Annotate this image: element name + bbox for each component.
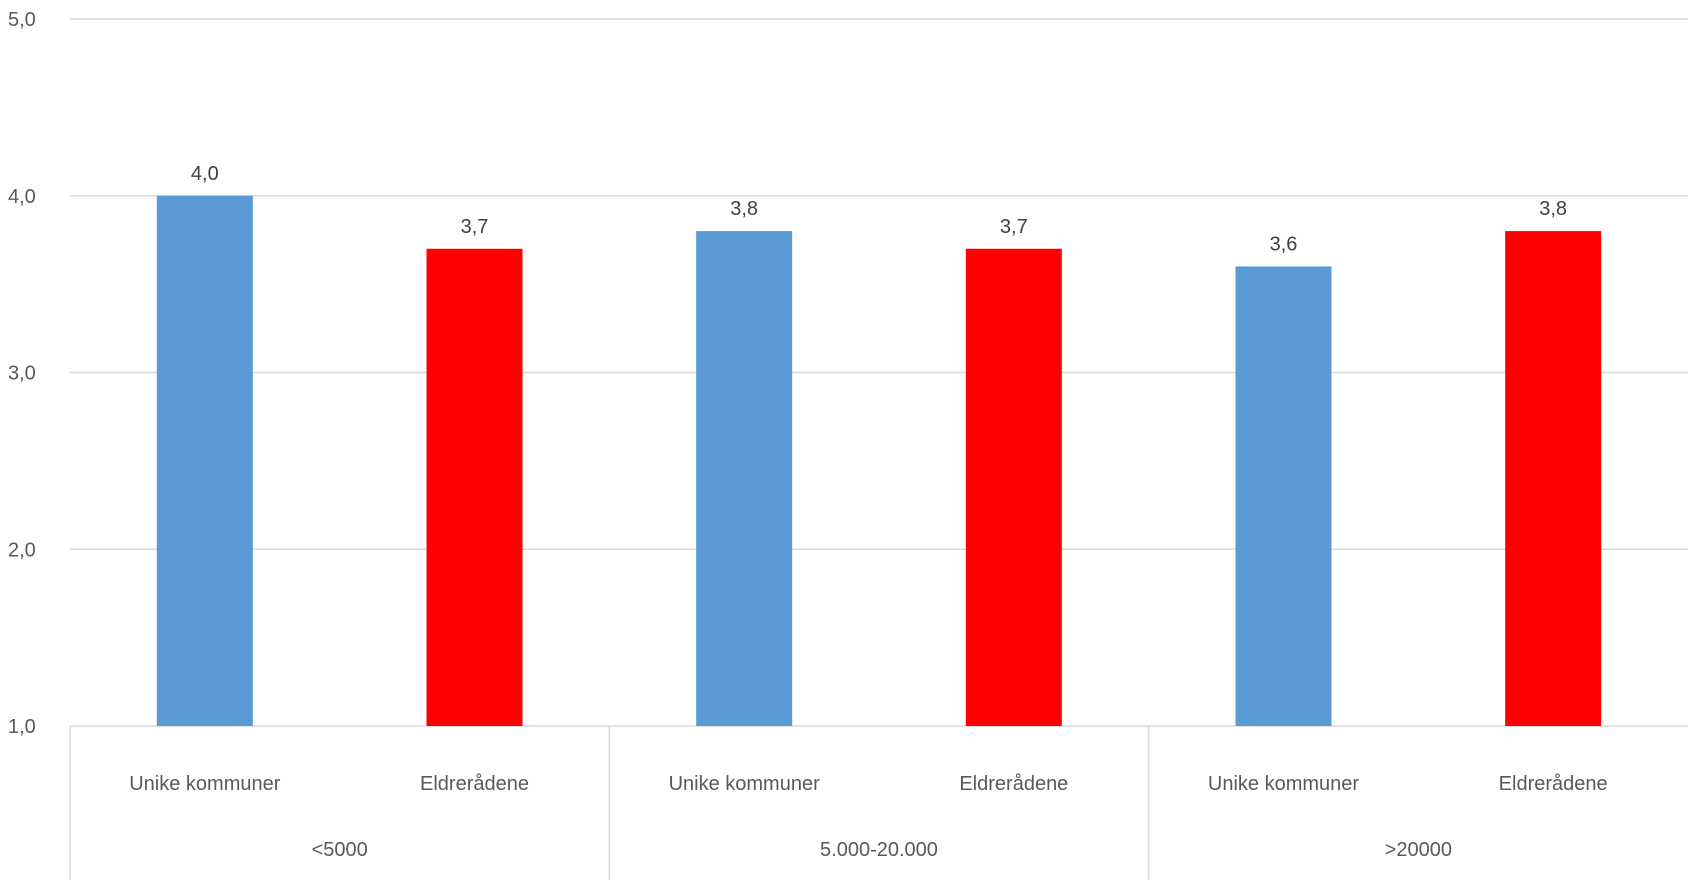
x-group-label: <5000 <box>312 839 368 861</box>
bar-data-label: 4,0 <box>191 163 219 185</box>
y-tick-label: 2,0 <box>8 539 36 561</box>
y-tick-label: 1,0 <box>8 716 36 738</box>
x-category-label: Eldrerådene <box>1499 773 1608 795</box>
x-group-label: 5.000-20.000 <box>820 839 938 861</box>
bar-data-label: 3,8 <box>1539 198 1567 220</box>
bar <box>1235 266 1332 726</box>
x-category-label: Unike kommuner <box>669 773 821 795</box>
bar-data-label: 3,7 <box>461 216 489 238</box>
x-category-label: Eldrerådene <box>420 773 529 795</box>
y-tick-label: 4,0 <box>8 186 36 208</box>
bar <box>1505 231 1602 726</box>
x-category-label: Eldrerådene <box>959 773 1068 795</box>
bar-data-label: 3,8 <box>730 198 758 220</box>
bar-data-label: 3,7 <box>1000 216 1028 238</box>
bar <box>156 195 253 726</box>
x-group-label: >20000 <box>1385 839 1452 861</box>
bar <box>696 231 793 726</box>
x-category-label: Unike kommuner <box>1208 773 1360 795</box>
y-tick-label: 5,0 <box>8 9 36 31</box>
bar <box>965 248 1062 726</box>
bar-data-label: 3,6 <box>1270 233 1298 255</box>
x-category-label: Unike kommuner <box>129 773 281 795</box>
bar <box>426 248 523 726</box>
y-tick-label: 3,0 <box>8 363 36 385</box>
